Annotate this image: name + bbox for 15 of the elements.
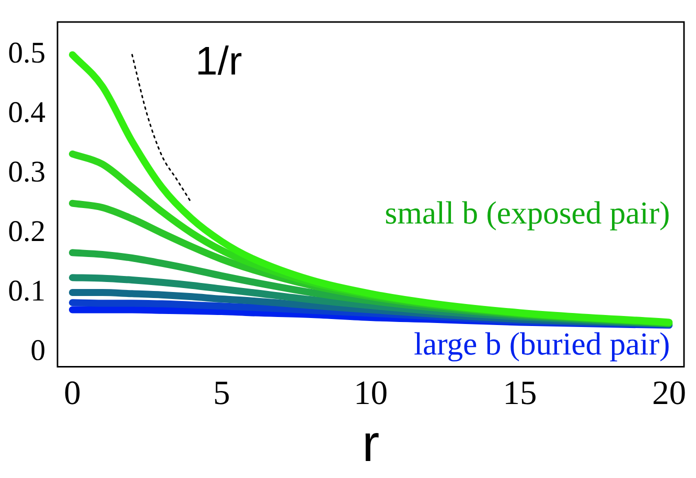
y-tick-label: 0.4 (8, 96, 46, 130)
annotation: large b (buried pair) (414, 326, 670, 362)
x-axis-title: r (362, 415, 380, 474)
y-tick-label: 0.5 (8, 36, 46, 70)
x-tick-label: 0 (64, 375, 81, 412)
annotation: 1/r (195, 39, 242, 84)
y-tick-label: 0.1 (8, 274, 46, 308)
x-tick-label: 15 (502, 375, 537, 412)
x-tick-label: 10 (354, 375, 388, 412)
y-tick-label: 0 (30, 334, 46, 367)
y-tick-label: 0.2 (8, 214, 46, 248)
annotation: small b (exposed pair) (384, 194, 670, 230)
y-tick-label: 0.3 (8, 155, 46, 188)
x-tick-label: 20 (652, 375, 686, 412)
x-tick-label: 5 (213, 375, 230, 412)
